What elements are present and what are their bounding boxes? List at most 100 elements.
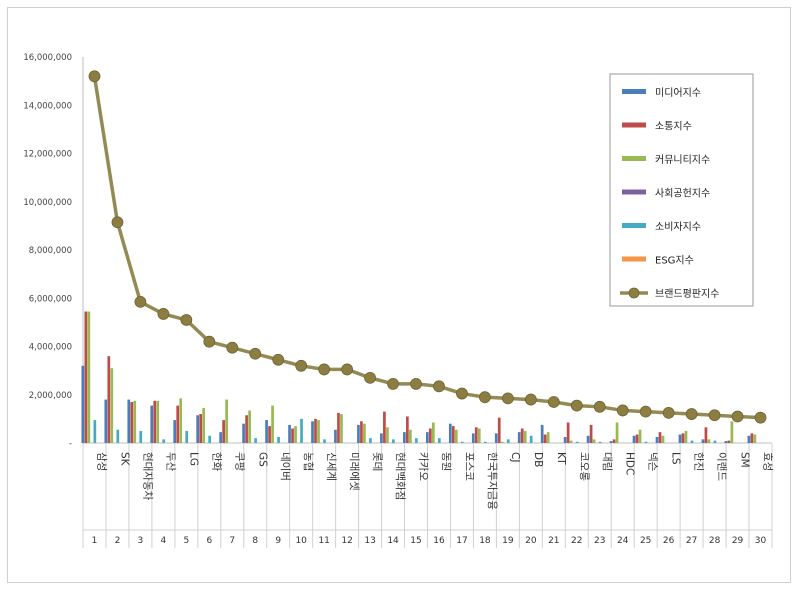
bar-소통지수 xyxy=(474,427,478,443)
category-label: CJ xyxy=(509,452,521,462)
bar-소통지수 xyxy=(176,405,180,443)
bar-미디어지수 xyxy=(425,432,429,443)
line-point xyxy=(593,400,606,413)
line-point xyxy=(180,314,193,326)
bar-커뮤니티지수 xyxy=(684,430,688,443)
bar-소비자지수 xyxy=(208,435,212,443)
bar-소통지수 xyxy=(130,401,134,443)
bar-커뮤니티지수 xyxy=(753,434,757,443)
category-label: 이랜드 xyxy=(716,452,728,481)
line-point xyxy=(501,392,514,405)
category-label: 넥슨 xyxy=(647,452,659,472)
category-label: 롯데 xyxy=(371,452,383,471)
line-point xyxy=(157,308,170,320)
line-point xyxy=(570,399,583,412)
bar-소통지수 xyxy=(84,311,88,443)
rank-label: 7 xyxy=(229,536,235,546)
rank-label: 27 xyxy=(686,536,697,546)
rank-label: 16 xyxy=(433,536,445,546)
line-point xyxy=(410,377,422,390)
bar-커뮤니티지수 xyxy=(202,408,206,443)
bar-커뮤니티지수 xyxy=(454,429,458,443)
rank-label: 30 xyxy=(755,536,767,546)
bar-미디어지수 xyxy=(242,423,245,443)
bar-커뮤니티지수 xyxy=(225,399,228,443)
rank-label: 1 xyxy=(92,536,98,546)
bar-미디어지수 xyxy=(104,399,108,443)
category-label: 동원 xyxy=(440,452,452,471)
category-label: 한국투자금융 xyxy=(486,452,498,510)
rank-label: 21 xyxy=(548,536,559,546)
rank-label: 25 xyxy=(640,536,651,546)
bar-소통지수 xyxy=(727,440,731,443)
rank-label: 24 xyxy=(617,536,629,546)
bar-소통지수 xyxy=(704,427,708,443)
rank-label: 9 xyxy=(275,536,281,546)
bar-소비자지수 xyxy=(460,441,464,443)
bar-소비자지수 xyxy=(437,438,441,443)
category-label: 카카오 xyxy=(417,452,429,481)
bar-소통지수 xyxy=(268,426,271,443)
bar-소비자지수 xyxy=(93,420,97,443)
bar-커뮤니티지수 xyxy=(500,441,504,443)
rank-label: 13 xyxy=(364,536,375,546)
bar-미디어지수 xyxy=(265,420,268,443)
bar-소통지수 xyxy=(497,417,501,443)
bar-소통지수 xyxy=(658,432,662,443)
legend-swatch xyxy=(622,156,646,161)
category-label: 포스코 xyxy=(463,452,475,481)
bar-소비자지수 xyxy=(369,438,372,443)
bar-소통지수 xyxy=(566,422,570,443)
bar-커뮤니티지수 xyxy=(179,398,183,443)
bar-커뮤니티지수 xyxy=(592,439,596,443)
bar-커뮤니티지수 xyxy=(294,426,297,443)
legend-swatch-marker xyxy=(628,287,640,299)
bar-미디어지수 xyxy=(471,433,475,443)
bar-소비자지수 xyxy=(162,439,166,443)
bar-커뮤니티지수 xyxy=(340,414,343,443)
category-label: 효성 xyxy=(762,452,774,471)
y-tick-label: 12,000,000 xyxy=(23,150,72,160)
rank-label: 5 xyxy=(183,536,189,546)
category-label: 신세계 xyxy=(325,452,337,481)
bar-미디어지수 xyxy=(563,436,567,443)
line-point xyxy=(249,347,262,360)
rank-label: 6 xyxy=(206,536,212,546)
category-label: 현대백화점 xyxy=(394,452,406,500)
bar-소통지수 xyxy=(383,411,386,443)
legend-label: ESG지수 xyxy=(655,255,694,267)
category-label: 두산 xyxy=(164,452,176,472)
rank-label: 20 xyxy=(525,536,537,546)
bar-커뮤니티지수 xyxy=(110,368,114,443)
bar-커뮤니티지수 xyxy=(386,427,389,443)
bar-커뮤니티지수 xyxy=(317,420,320,443)
bar-소통지수 xyxy=(107,356,111,443)
bar-소통지수 xyxy=(337,412,340,443)
category-label: 현대자동차 xyxy=(141,452,153,501)
legend-label: 미디어지수 xyxy=(655,87,701,99)
y-tick-label: 10,000,000 xyxy=(23,198,72,208)
bar-미디어지수 xyxy=(127,399,131,443)
bar-미디어지수 xyxy=(288,424,291,443)
line-point xyxy=(88,70,101,83)
bar-미디어지수 xyxy=(448,423,452,443)
category-label: LS xyxy=(670,452,682,465)
bar-소비자지수 xyxy=(254,438,257,443)
bar-커뮤니티지수 xyxy=(271,405,274,443)
bar-소통지수 xyxy=(589,424,593,443)
bar-커뮤니티지수 xyxy=(409,429,412,443)
line-point xyxy=(456,387,468,400)
category-label: 한진 xyxy=(693,452,705,471)
category-label: LG xyxy=(187,452,199,466)
bar-커뮤니티지수 xyxy=(707,439,711,443)
bar-소비자지수 xyxy=(185,430,189,443)
bar-미디어지수 xyxy=(334,429,337,443)
bar-미디어지수 xyxy=(81,365,85,443)
category-label: KT xyxy=(555,452,567,465)
line-point xyxy=(295,359,308,372)
y-tick-label: 4,000,000 xyxy=(29,343,72,353)
legend-label: 소비자지수 xyxy=(655,221,701,233)
line-point xyxy=(134,295,147,308)
category-label: 농협 xyxy=(302,452,315,471)
legend-label: 소통지수 xyxy=(655,121,692,133)
